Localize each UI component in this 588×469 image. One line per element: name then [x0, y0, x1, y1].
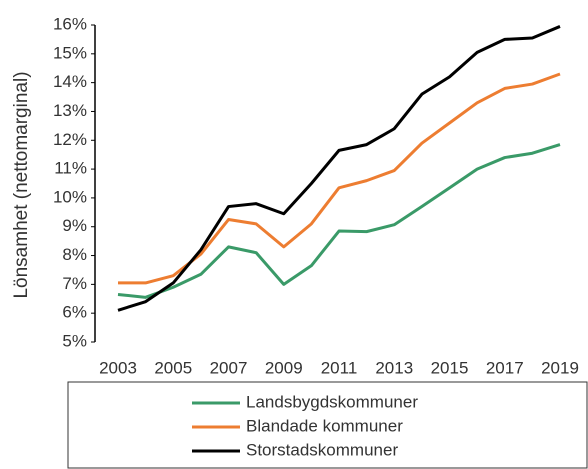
- x-tick-label: 2009: [265, 358, 303, 377]
- legend-label: Blandade kommuner: [246, 416, 403, 435]
- legend-box: [67, 381, 588, 469]
- y-tick-label: 15%: [53, 43, 87, 62]
- y-tick-label: 13%: [53, 101, 87, 120]
- y-tick-label: 5%: [62, 331, 87, 350]
- x-tick-label: 2005: [154, 358, 192, 377]
- y-tick-label: 14%: [53, 72, 87, 91]
- x-tick-label: 2013: [375, 358, 413, 377]
- y-tick-label: 16%: [53, 14, 87, 33]
- y-axis-title: Lönsamhet (nettomarginal): [11, 71, 32, 298]
- series-line: [117, 143, 561, 299]
- x-tick-label: 2015: [431, 358, 469, 377]
- x-tick-label: 2019: [541, 358, 579, 377]
- y-tick-label: 10%: [53, 187, 87, 206]
- legend-label: Landsbygdskommuner: [246, 392, 418, 411]
- y-tick-label: 11%: [54, 159, 87, 178]
- y-tick-label: 12%: [53, 130, 87, 149]
- y-tick-label: 9%: [62, 216, 87, 235]
- x-tick-label: 2007: [210, 358, 248, 377]
- x-tick-label: 2011: [321, 358, 358, 377]
- y-tick-label: 8%: [62, 245, 87, 264]
- x-tick-label: 2017: [486, 358, 524, 377]
- x-tick-label: 2003: [99, 358, 137, 377]
- y-tick-label: 6%: [62, 303, 87, 322]
- y-tick-label: 7%: [62, 274, 87, 293]
- series-line: [117, 25, 561, 312]
- series-line: [118, 72, 561, 285]
- legend-label: Storstadskommuner: [246, 440, 398, 459]
